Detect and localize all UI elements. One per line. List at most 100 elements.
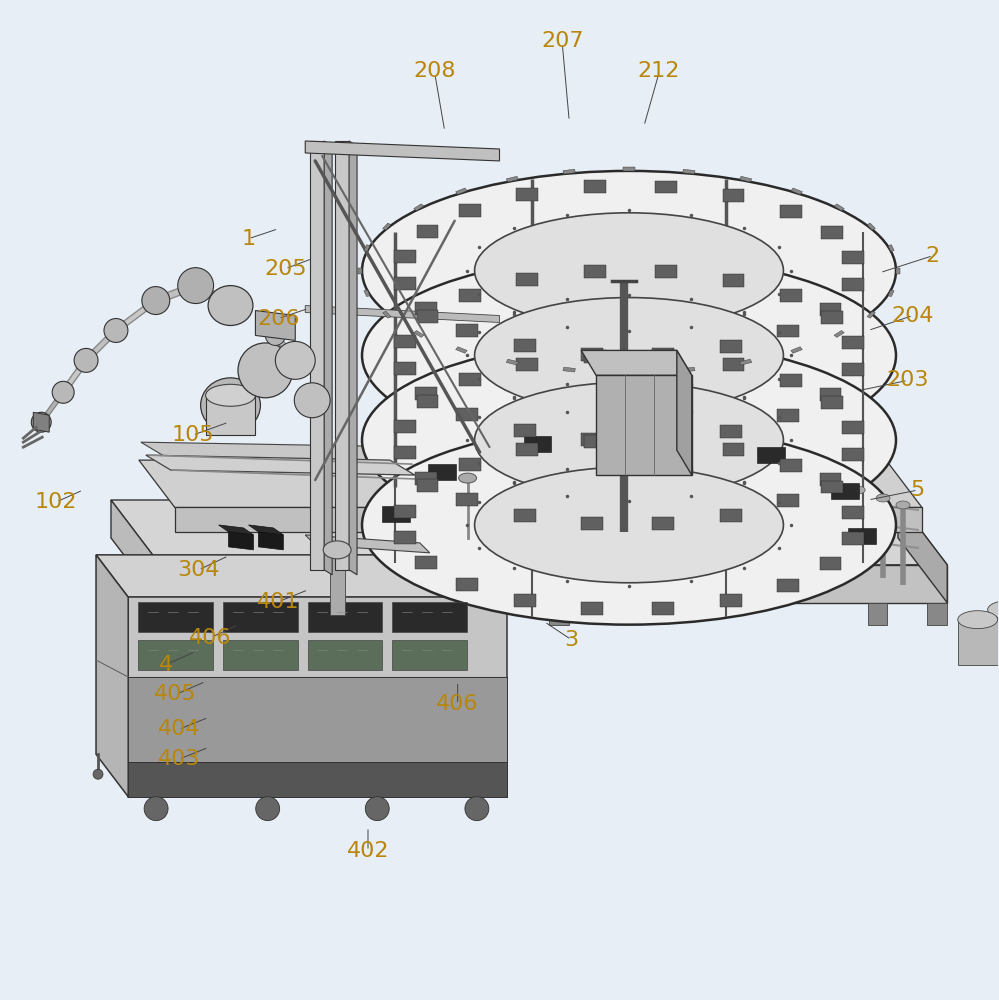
Polygon shape [335,141,349,570]
Bar [416,472,437,485]
Bar [652,602,674,615]
Polygon shape [383,223,391,230]
Polygon shape [139,460,922,507]
Bar [819,303,841,316]
Text: 4: 4 [159,655,173,675]
Bar [722,274,744,287]
Polygon shape [324,141,332,575]
Circle shape [52,381,74,403]
Bar [652,348,674,361]
Text: 204: 204 [892,306,934,326]
Polygon shape [308,602,383,632]
Ellipse shape [475,467,783,583]
Polygon shape [33,412,49,432]
Polygon shape [138,602,213,632]
Circle shape [266,325,286,345]
Bar [513,424,535,437]
Polygon shape [682,367,695,372]
Bar [417,225,439,238]
Bar [416,387,437,400]
Bar [842,278,864,291]
Polygon shape [96,555,506,597]
Bar [428,464,456,480]
Bar [395,335,416,348]
Bar [777,409,799,422]
Circle shape [178,268,214,304]
Bar [516,358,538,371]
Bar [719,509,741,522]
Polygon shape [249,525,284,535]
Polygon shape [739,359,752,365]
Bar [581,348,602,361]
Bar [457,324,479,337]
Bar [652,517,674,530]
Bar [417,310,439,323]
Ellipse shape [851,486,865,494]
Polygon shape [623,370,635,374]
Circle shape [93,769,103,779]
Bar [842,363,864,376]
Text: 105: 105 [172,425,214,445]
Bar [655,265,677,278]
Polygon shape [739,176,752,182]
Polygon shape [359,268,362,274]
Polygon shape [259,532,284,550]
Text: 203: 203 [887,370,929,390]
Text: 404: 404 [158,719,200,739]
Bar [821,481,843,493]
Circle shape [74,348,98,372]
Text: 205: 205 [264,259,307,279]
Bar [842,421,864,434]
Bar [719,594,741,607]
Circle shape [104,319,128,342]
Ellipse shape [295,383,330,418]
Bar [655,435,677,448]
Circle shape [465,797,489,821]
Polygon shape [306,306,500,322]
Polygon shape [548,603,568,625]
Bar [821,311,843,324]
Polygon shape [223,640,298,670]
Ellipse shape [362,340,896,540]
Bar [652,433,674,446]
Bar [584,350,606,363]
Bar [516,443,538,456]
Bar [523,436,551,452]
Polygon shape [256,311,296,340]
Polygon shape [791,347,802,353]
Bar [417,479,439,492]
Bar [819,473,841,486]
Text: 206: 206 [257,309,300,329]
Ellipse shape [362,425,896,625]
Bar [842,336,864,349]
Polygon shape [306,141,500,161]
Bar [756,447,784,463]
Polygon shape [927,603,947,625]
Bar [513,509,535,522]
Polygon shape [414,204,424,211]
Ellipse shape [958,611,998,629]
Bar [513,339,535,352]
Bar [779,289,801,302]
Ellipse shape [475,213,783,328]
Polygon shape [456,347,468,353]
Polygon shape [834,330,844,337]
Ellipse shape [362,171,896,370]
Bar [777,494,799,507]
Polygon shape [677,350,691,475]
Ellipse shape [876,494,890,502]
Bar [777,325,799,337]
Polygon shape [581,350,691,375]
Text: 402: 402 [347,841,390,861]
Bar [842,532,864,545]
Polygon shape [400,550,465,607]
Polygon shape [111,500,947,565]
Polygon shape [128,762,506,797]
Polygon shape [867,311,875,318]
Ellipse shape [475,382,783,498]
Bar [581,602,602,615]
Polygon shape [383,311,391,318]
Polygon shape [146,455,415,475]
Polygon shape [138,640,213,670]
Bar [722,358,744,371]
